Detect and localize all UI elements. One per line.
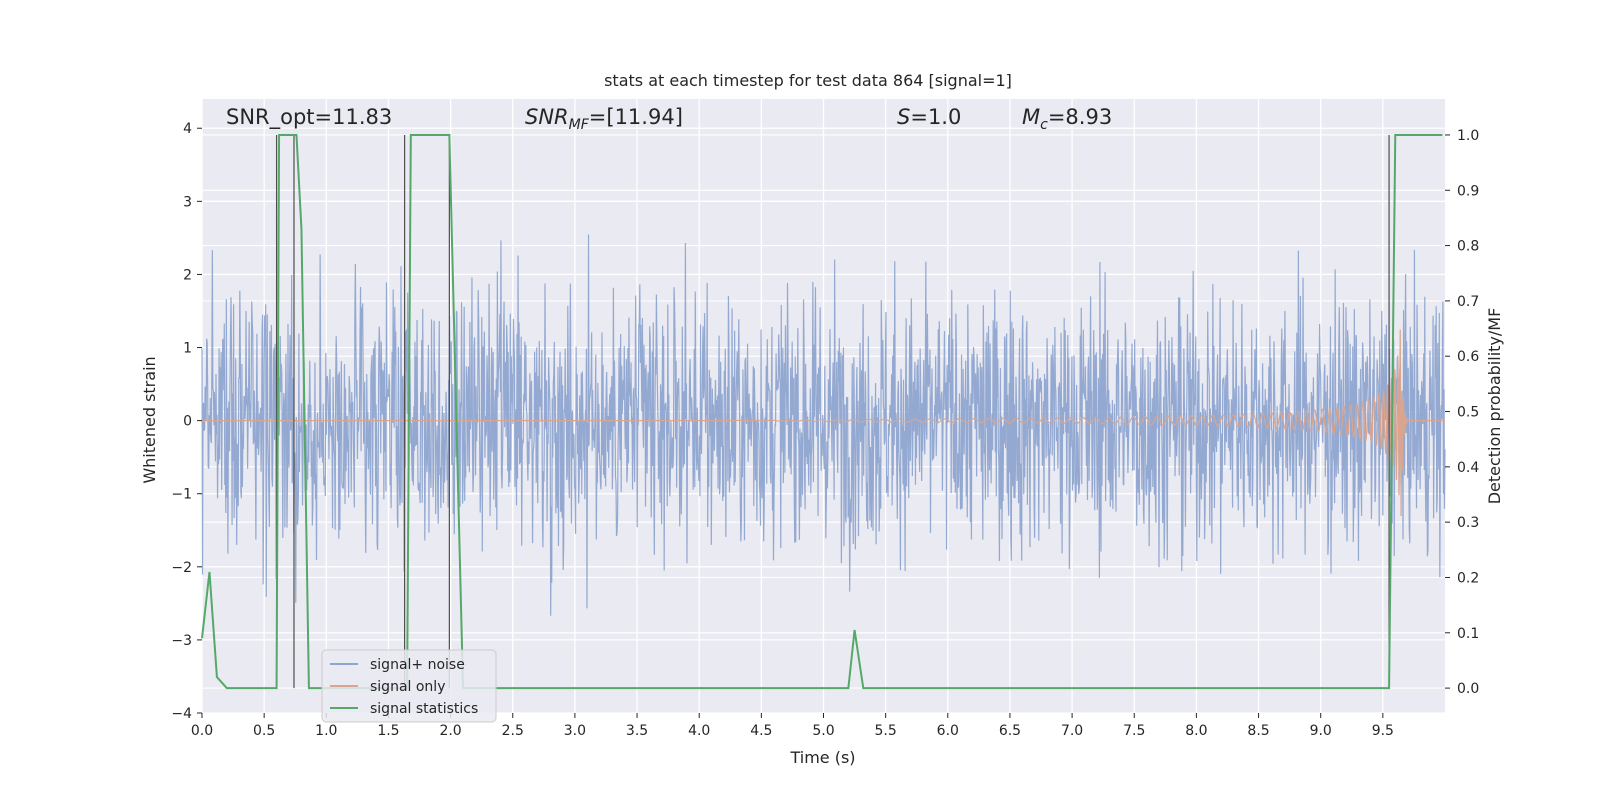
legend-box <box>321 649 497 723</box>
y2-tick-label-8: 0.8 <box>1457 239 1479 255</box>
signal-statistics-series <box>201 133 1443 690</box>
y-tick-label-5: 1 <box>183 341 192 357</box>
annotation-mc-value: =8.93 <box>1048 105 1112 129</box>
annotation-s-symbol: S <box>897 105 910 129</box>
x-tick-label-2: 1.0 <box>315 723 337 739</box>
y-tick-label-6: 2 <box>183 267 192 283</box>
x-tick-label-4: 2.0 <box>439 723 461 739</box>
y2-tick-label-10: 1.0 <box>1457 128 1479 144</box>
legend-label-signal-only: signal only <box>370 679 445 695</box>
y-tick-label-4: 0 <box>183 414 192 430</box>
y-axis-ticks: −4 −3 −2 −1 0 1 2 3 4 <box>171 121 202 722</box>
x-tick-label-14: 7.0 <box>1061 723 1083 739</box>
x-tick-label-13: 6.5 <box>999 723 1021 739</box>
y2-tick-label-2: 0.2 <box>1457 570 1479 586</box>
y-axis-label: Whitened strain <box>140 356 159 483</box>
x-tick-label-6: 3.0 <box>564 723 586 739</box>
x-tick-label-16: 8.0 <box>1185 723 1207 739</box>
x-tick-label-5: 2.5 <box>502 723 524 739</box>
x-tick-label-0: 0.0 <box>191 723 213 739</box>
y-tick-label-3: −1 <box>171 487 192 503</box>
annotation-snr-mf-symbol: SNR <box>525 105 569 129</box>
y2-axis-label: Detection probability/MF <box>1485 308 1504 505</box>
y2-tick-label-0: 0.0 <box>1457 681 1479 697</box>
x-tick-label-8: 4.0 <box>688 723 710 739</box>
x-axis-label: Time (s) <box>789 748 855 767</box>
y2-tick-label-7: 0.7 <box>1457 294 1479 310</box>
annotation-snr-mf-subscript: MF <box>569 117 590 133</box>
annotation-snr-mf: SNRMF=[11.94] <box>525 105 683 133</box>
x-tick-label-19: 9.5 <box>1372 723 1394 739</box>
y2-tick-label-6: 0.6 <box>1457 349 1479 365</box>
statistics-trace <box>201 133 1443 690</box>
y2-tick-label-1: 0.1 <box>1457 626 1479 642</box>
x-tick-label-3: 1.5 <box>377 723 399 739</box>
x-tick-label-11: 5.5 <box>875 723 897 739</box>
annotation-mc: Mc=8.93 <box>1022 105 1112 133</box>
y2-tick-label-3: 0.3 <box>1457 515 1479 531</box>
x-tick-label-18: 9.0 <box>1310 723 1332 739</box>
chart-title: stats at each timestep for test data 864… <box>604 71 1012 90</box>
y-tick-label-7: 3 <box>183 194 192 210</box>
annotation-s-value: =1.0 <box>910 105 961 129</box>
y2-tick-label-5: 0.5 <box>1457 405 1479 421</box>
x-axis-ticks: 0.0 0.5 1.0 1.5 2.0 2.5 3.0 3.5 4.0 4.5 5.0 5.5 6.0 6… <box>191 713 1394 739</box>
x-tick-label-10: 5.0 <box>812 723 834 739</box>
y-tick-label-8: 4 <box>183 121 192 137</box>
y-tick-label-1: −3 <box>171 633 192 649</box>
x-tick-label-1: 0.5 <box>253 723 275 739</box>
annotation-snr-opt: SNR_opt=11.83 <box>226 105 392 130</box>
y-tick-label-0: −4 <box>171 706 192 722</box>
y2-axis-ticks: 0.0 0.1 0.2 0.3 0.4 0.5 0.6 0.7 0.8 0.9 1.0 <box>1445 128 1479 697</box>
x-tick-label-15: 7.5 <box>1123 723 1145 739</box>
x-tick-label-7: 3.5 <box>626 723 648 739</box>
x-tick-label-12: 6.0 <box>937 723 959 739</box>
annotation-snr-mf-value: =[11.94] <box>589 105 683 129</box>
x-tick-label-17: 8.5 <box>1247 723 1269 739</box>
annotation-mc-symbol: M <box>1022 105 1040 129</box>
legend: signal+ noise signal only signal statist… <box>321 649 497 723</box>
y-tick-label-2: −2 <box>171 560 192 576</box>
legend-label-signal-noise: signal+ noise <box>370 657 465 673</box>
y2-tick-label-4: 0.4 <box>1457 460 1479 476</box>
legend-label-signal-statistics: signal statistics <box>370 701 478 717</box>
annotation-s: S=1.0 <box>897 105 961 129</box>
annotation-mc-subscript: c <box>1040 117 1048 133</box>
y2-tick-label-9: 0.9 <box>1457 183 1479 199</box>
x-tick-label-9: 4.5 <box>750 723 772 739</box>
